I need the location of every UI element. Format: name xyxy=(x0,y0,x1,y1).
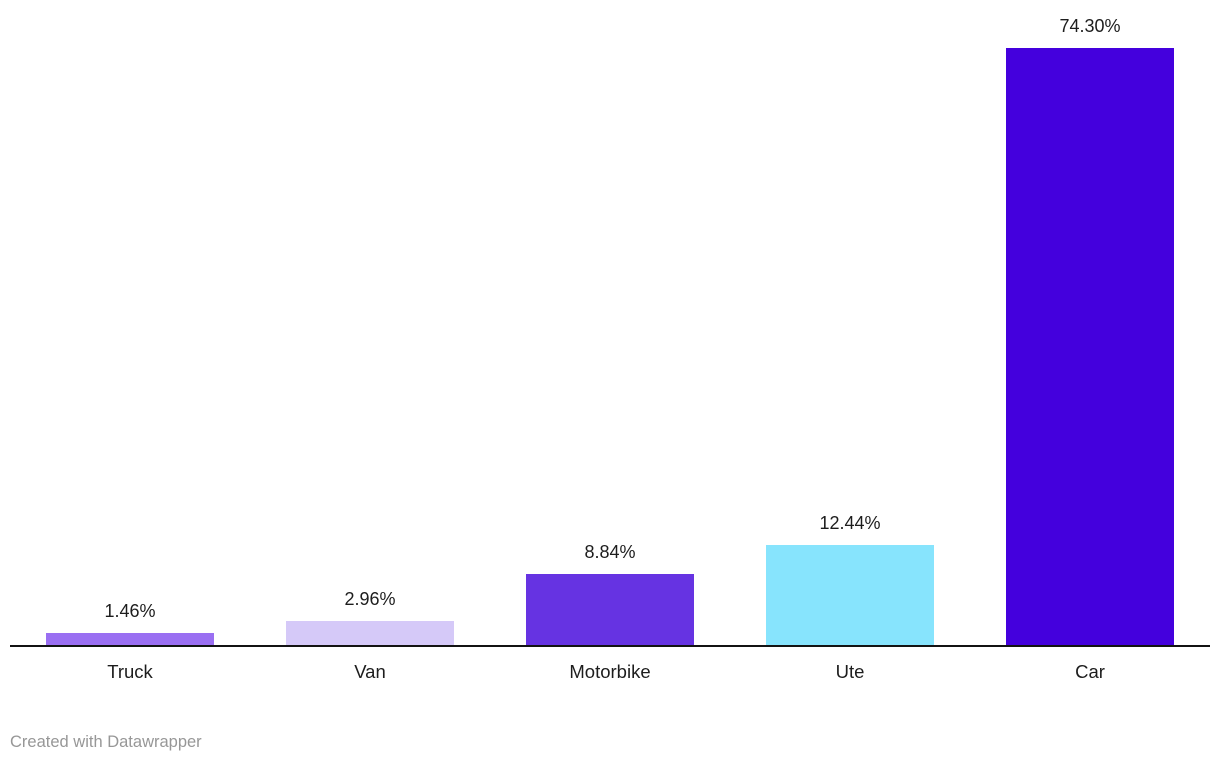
value-label-ute: 12.44% xyxy=(819,513,881,533)
value-label-motorbike: 8.84% xyxy=(584,542,636,562)
bar-car[interactable] xyxy=(1006,48,1174,645)
bar-motorbike[interactable] xyxy=(526,574,694,645)
x-axis-line xyxy=(10,645,1210,647)
x-axis-label-van: Van xyxy=(354,661,386,682)
value-label-truck: 1.46% xyxy=(104,601,156,621)
x-axis-label-motorbike: Motorbike xyxy=(569,661,651,682)
x-axis-label-car: Car xyxy=(1075,661,1105,682)
datawrapper-attribution-link[interactable]: Created with Datawrapper xyxy=(10,733,202,751)
bar-ute[interactable] xyxy=(766,545,934,645)
bar-truck[interactable] xyxy=(46,633,214,645)
x-axis-label-truck: Truck xyxy=(107,661,153,682)
bar-van[interactable] xyxy=(286,621,454,645)
value-label-van: 2.96% xyxy=(344,589,396,609)
x-axis-label-ute: Ute xyxy=(835,661,865,682)
value-label-car: 74.30% xyxy=(1059,16,1121,36)
